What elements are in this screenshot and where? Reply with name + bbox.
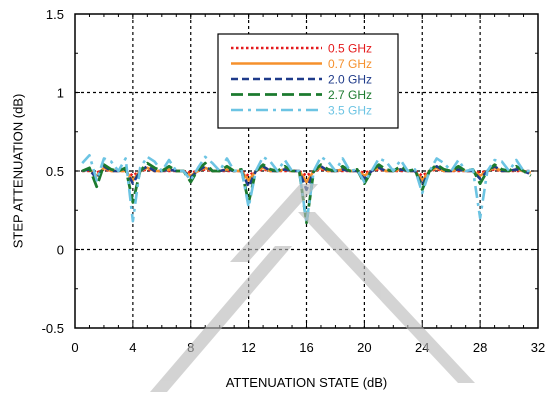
legend-box — [217, 33, 399, 129]
x-tick-label: 28 — [473, 340, 487, 355]
legend-label: 0.7 GHz — [328, 57, 372, 71]
series-line — [81, 154, 531, 225]
series-line — [81, 161, 532, 225]
y-tick-label: 0 — [57, 243, 64, 258]
watermark — [150, 184, 475, 392]
y-tick-label: 1.5 — [46, 7, 64, 22]
x-tick-label: 32 — [531, 340, 545, 355]
legend-label: 3.5 GHz — [328, 104, 372, 118]
y-tick-label: 1 — [57, 86, 64, 101]
x-tick-label: 12 — [241, 340, 255, 355]
legend-label: 2.7 GHz — [328, 88, 372, 102]
legend-label: 0.5 GHz — [328, 42, 372, 56]
y-tick-label: -0.5 — [42, 321, 64, 336]
x-tick-label: 16 — [299, 340, 313, 355]
x-tick-label: 0 — [71, 340, 78, 355]
legend-label: 2.0 GHz — [328, 73, 372, 87]
x-axis-title: ATTENUATION STATE (dB) — [226, 375, 388, 390]
watermark-stroke-right — [298, 212, 475, 383]
x-tick-label: 20 — [357, 340, 371, 355]
watermark-stroke-left — [150, 246, 292, 392]
watermark-stroke-bar — [230, 184, 318, 262]
axis-ticks: 048121620242832-0.500.511.5 — [42, 7, 546, 355]
y-axis-title: STEP ATTENUATION (dB) — [10, 94, 25, 249]
x-tick-label: 4 — [129, 340, 136, 355]
y-tick-label: 0.5 — [46, 164, 64, 179]
